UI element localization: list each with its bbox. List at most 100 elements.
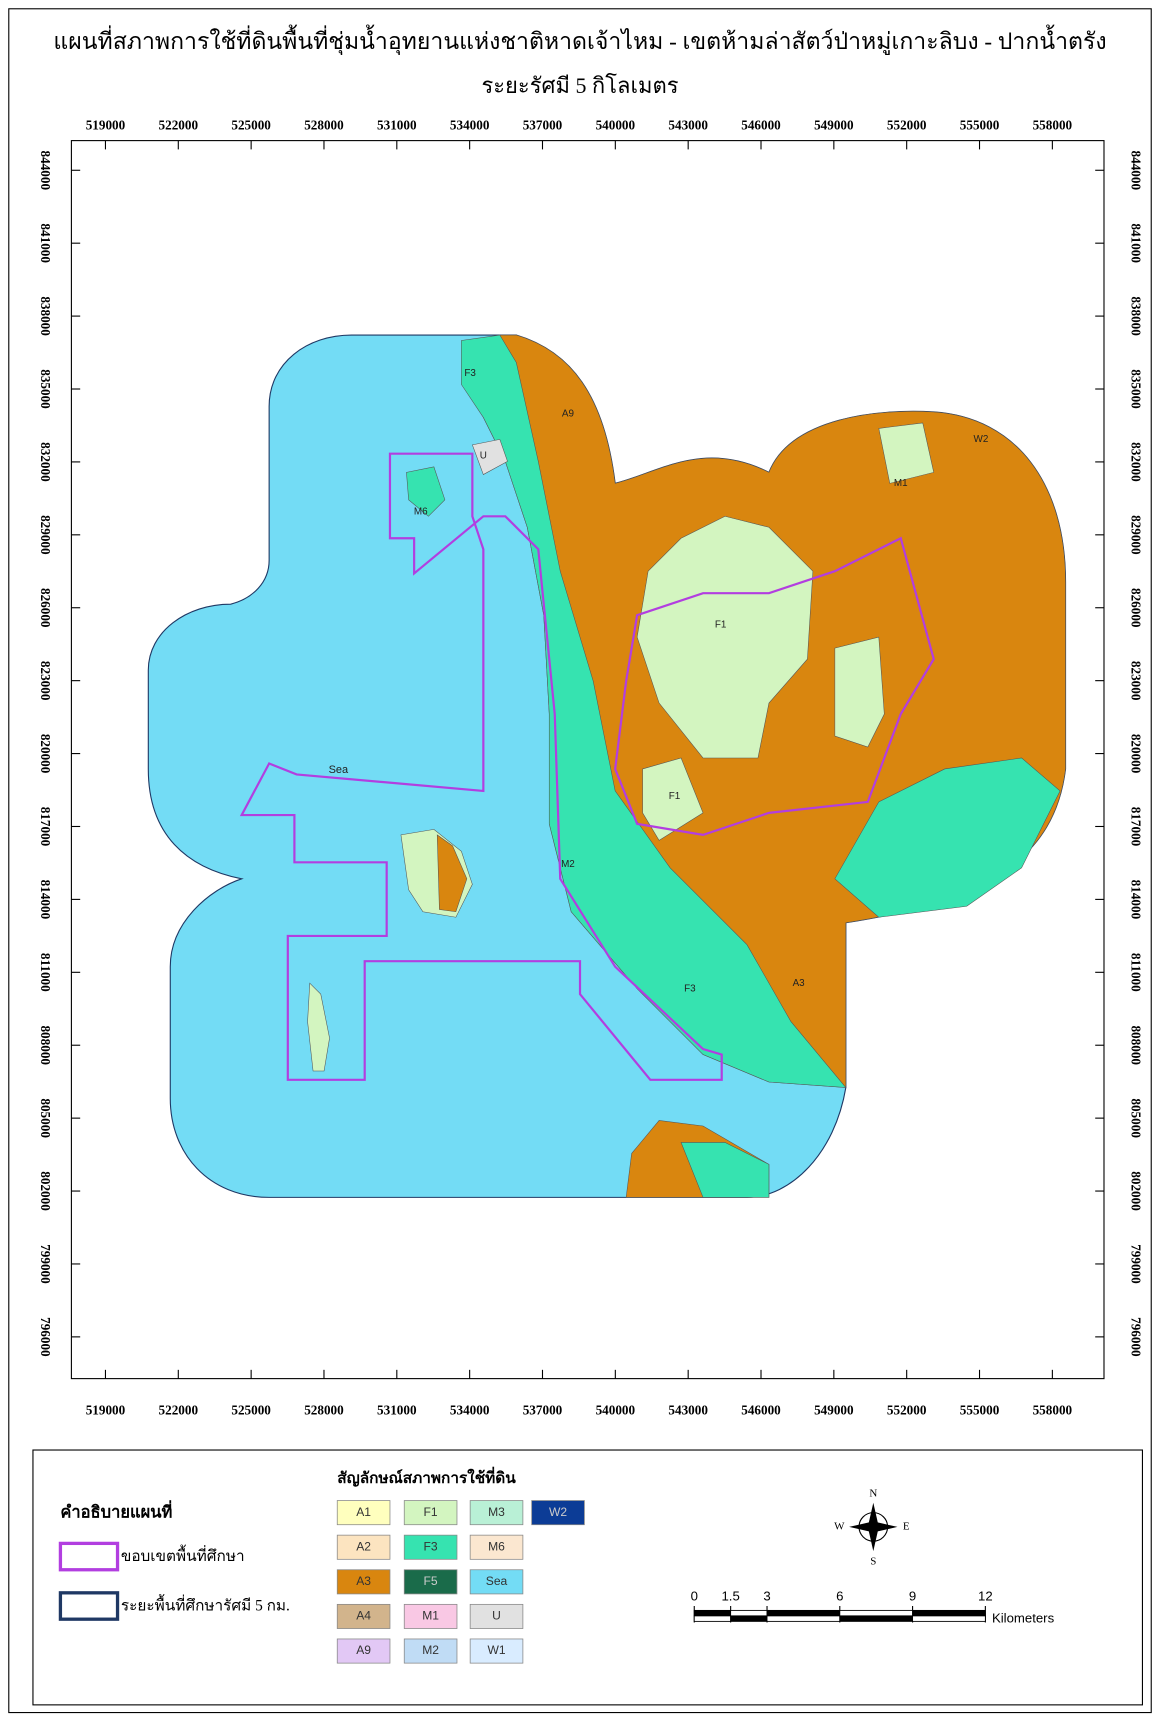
landuse-swatch xyxy=(336,1603,391,1629)
scale-segment xyxy=(839,1609,914,1617)
x-tick-label: 522000 xyxy=(159,1403,199,1418)
legend-box xyxy=(32,1449,1143,1706)
landuse-code: M2 xyxy=(422,1643,439,1657)
map-label: M1 xyxy=(894,478,908,489)
x-tick-label: 522000 xyxy=(159,117,199,132)
mangrove-south xyxy=(680,1142,770,1198)
forest xyxy=(636,516,814,759)
map-label: Sea xyxy=(329,764,349,776)
landuse-swatch xyxy=(531,1500,585,1526)
landuse-swatch xyxy=(403,1500,458,1526)
y-tick-label: 838000 xyxy=(1129,296,1144,336)
legend-title: คำอธิบายแผนที่ xyxy=(60,1500,172,1522)
scale-segment xyxy=(693,1615,732,1622)
landuse-swatch xyxy=(336,1500,391,1526)
scale-segment xyxy=(730,1615,768,1622)
landuse-swatch xyxy=(403,1603,458,1629)
scale-segment xyxy=(912,1615,986,1622)
landuse-code: A9 xyxy=(356,1643,371,1657)
x-tick-label: 537000 xyxy=(523,117,563,132)
landuse-code: M1 xyxy=(422,1609,439,1623)
y-tick-label: 796000 xyxy=(38,1317,53,1357)
x-tick-label: 546000 xyxy=(741,117,781,132)
y-tick-label: 820000 xyxy=(38,734,53,774)
landuse-code: A2 xyxy=(356,1539,371,1553)
landuse-swatch xyxy=(469,1500,524,1526)
map-label: W2 xyxy=(974,434,989,445)
y-tick-label: 835000 xyxy=(1129,369,1144,409)
x-tick-label: 519000 xyxy=(86,117,126,132)
scale-label: 12 xyxy=(978,1589,993,1604)
x-tick-label: 555000 xyxy=(960,117,1000,132)
x-tick-label: 531000 xyxy=(377,117,417,132)
scale-label: 6 xyxy=(836,1589,843,1604)
x-tick-label: 528000 xyxy=(304,117,344,132)
x-tick-label: 534000 xyxy=(450,117,490,132)
y-tick-label: 799000 xyxy=(38,1244,53,1284)
landuse-code: F3 xyxy=(424,1539,438,1553)
y-tick-label: 811000 xyxy=(38,953,53,992)
title: แผนที่สภาพการใช้ที่ดินพื้นที่ชุ่มน้ำอุทย… xyxy=(53,24,1106,55)
y-tick-label: 826000 xyxy=(1129,588,1144,628)
x-tick-label: 543000 xyxy=(668,117,708,132)
scale-segment xyxy=(730,1609,768,1617)
landuse-code: M6 xyxy=(488,1539,505,1553)
x-tick-label: 558000 xyxy=(1033,1403,1073,1418)
x-tick-label: 546000 xyxy=(741,1403,781,1418)
y-tick-label: 826000 xyxy=(38,588,53,628)
landuse-code: W2 xyxy=(549,1505,567,1519)
y-tick-label: 814000 xyxy=(1129,880,1144,920)
y-tick-label: 799000 xyxy=(1129,1244,1144,1284)
y-tick-label: 823000 xyxy=(1129,661,1144,701)
landuse-swatch xyxy=(336,1534,391,1560)
scale-segment xyxy=(839,1615,914,1622)
forest-4 xyxy=(878,422,935,484)
mangrove-east xyxy=(834,757,1061,918)
scale-segment xyxy=(766,1615,841,1622)
study-boundary xyxy=(239,452,723,1081)
map-label: M6 xyxy=(414,507,428,518)
y-tick-label: 829000 xyxy=(38,515,53,555)
y-tick-label: 820000 xyxy=(1129,734,1144,774)
scale-label: 0 xyxy=(691,1589,698,1604)
landuse-swatch xyxy=(336,1569,391,1595)
compass-ring xyxy=(858,1512,889,1542)
y-tick-label: 811000 xyxy=(1129,953,1144,992)
x-tick-label: 519000 xyxy=(86,1403,126,1418)
y-tick-label: 808000 xyxy=(1129,1025,1144,1065)
x-tick-label: 540000 xyxy=(596,117,636,132)
mangrove xyxy=(461,334,847,1088)
landuse-title: สัญลักษณ์สภาพการใช้ที่ดิน xyxy=(337,1466,516,1487)
landuse-code: U xyxy=(492,1609,501,1623)
map-label: F3 xyxy=(684,983,696,994)
page-content: แผนที่สภาพการใช้ที่ดินพื้นที่ชุ่มน้ำอุทย… xyxy=(8,8,1152,1714)
compass-letter: S xyxy=(870,1556,876,1568)
y-tick-label: 802000 xyxy=(38,1171,53,1211)
map-labels: Sea F1 F1 F3 M1 M6 A3 A9 W2 U M2 F3 xyxy=(329,368,989,994)
x-tick-label: 534000 xyxy=(450,1403,490,1418)
map-label: F1 xyxy=(669,791,681,802)
x-tick-label: 549000 xyxy=(814,1403,854,1418)
landuse-code: M3 xyxy=(488,1505,505,1519)
scale-segment xyxy=(912,1609,986,1617)
y-tick-label: 817000 xyxy=(1129,807,1144,847)
legend-label: ระยะพื้นที่ศึกษารัศมี 5 กม. xyxy=(121,1594,290,1615)
y-tick-label: 832000 xyxy=(1129,442,1144,482)
y-tick-label: 835000 xyxy=(38,369,53,409)
landuse-swatch xyxy=(469,1603,524,1629)
y-tick-label: 814000 xyxy=(38,880,53,920)
y-tick-label: 805000 xyxy=(38,1098,53,1138)
y-tick-label: 844000 xyxy=(38,151,53,191)
y-tick-label: 805000 xyxy=(1129,1098,1144,1138)
island-2 xyxy=(307,982,330,1072)
x-tick-label: 552000 xyxy=(887,1403,927,1418)
y-tick-label: 817000 xyxy=(38,807,53,847)
landuse-swatch xyxy=(469,1534,524,1560)
forest-3 xyxy=(642,757,704,841)
island-3 xyxy=(406,466,446,517)
y-tick-label: 796000 xyxy=(1129,1317,1144,1357)
landuse-code: A1 xyxy=(356,1505,371,1519)
y-tick-label: 808000 xyxy=(38,1025,53,1065)
y-tick-label: 823000 xyxy=(38,661,53,701)
page-border xyxy=(8,8,1152,1714)
